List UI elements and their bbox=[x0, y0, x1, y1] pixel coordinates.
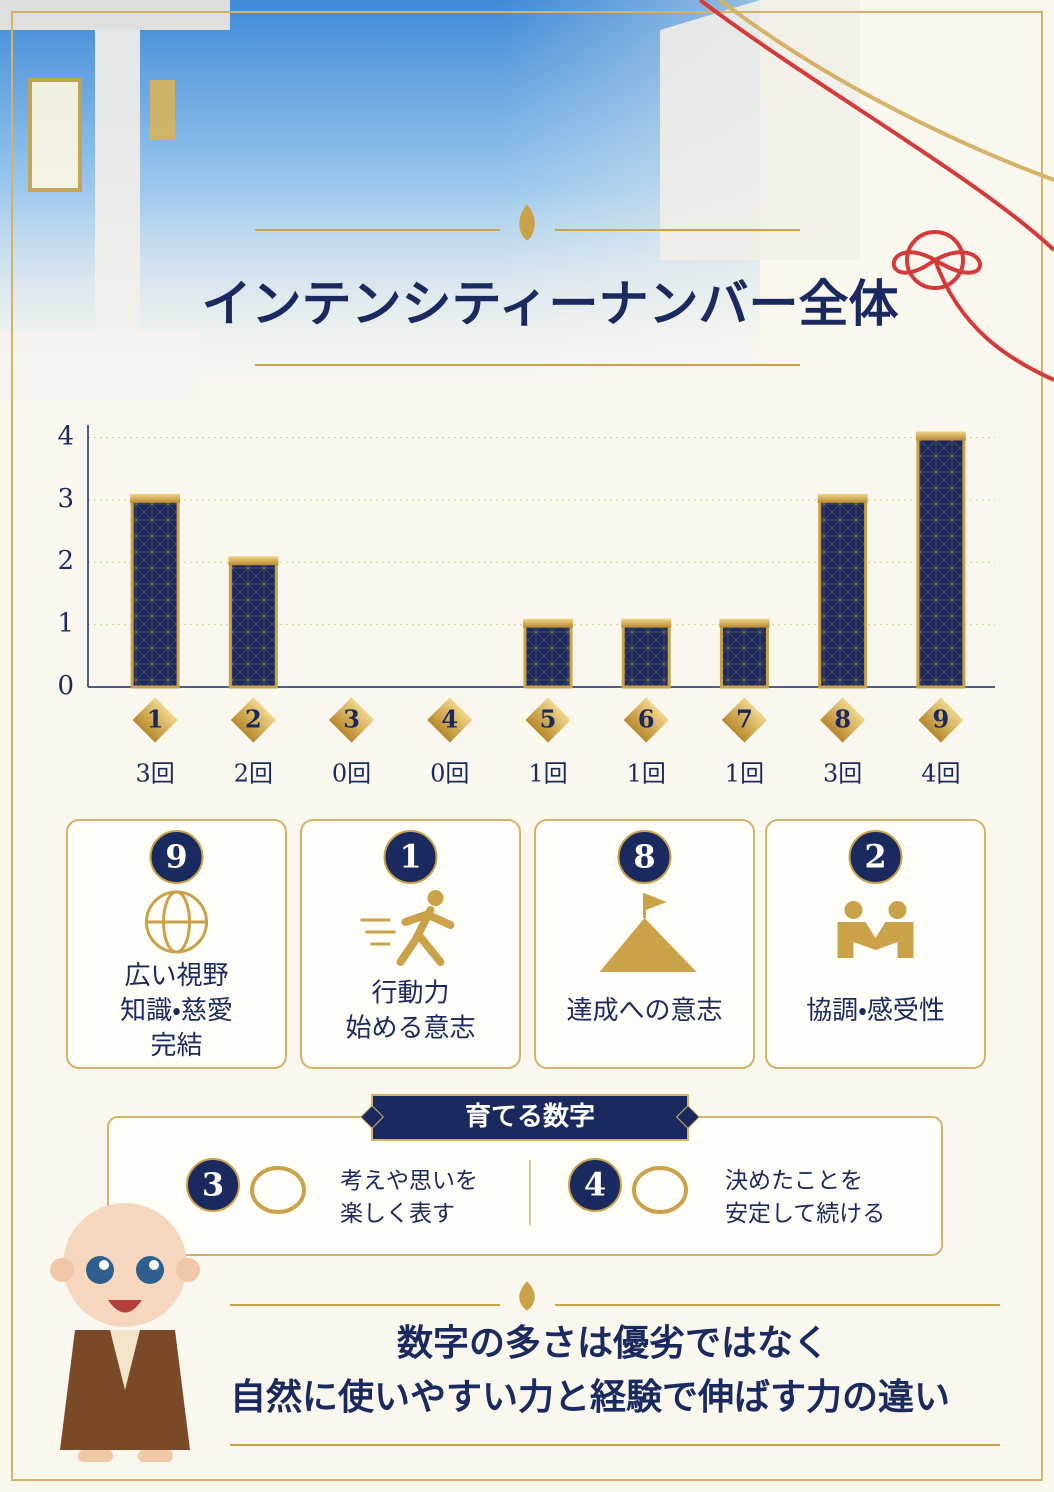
card-number: 2 bbox=[864, 838, 886, 876]
icon bbox=[643, 892, 667, 918]
grow-number-badge bbox=[186, 1158, 240, 1212]
bar-cap bbox=[817, 493, 868, 503]
category-badge bbox=[132, 697, 178, 743]
bar bbox=[523, 623, 573, 689]
icon bbox=[427, 890, 444, 906]
card-number-badge bbox=[149, 830, 204, 884]
card-number-badge bbox=[617, 830, 672, 884]
knot bbox=[698, 0, 1054, 382]
category-badge bbox=[623, 697, 669, 743]
category-badge bbox=[820, 697, 866, 743]
grow-number: 3 bbox=[202, 1166, 224, 1204]
card bbox=[66, 819, 287, 1069]
icon bbox=[888, 901, 907, 919]
grow-text: 決めたことを bbox=[725, 1168, 863, 1194]
x-tick-label: 6 bbox=[638, 705, 655, 734]
value-label: 2回 bbox=[234, 760, 273, 788]
card-number: 8 bbox=[633, 838, 655, 876]
card-number-badge bbox=[383, 830, 438, 884]
frame bbox=[11, 11, 1043, 1481]
x-tick-label: 8 bbox=[834, 705, 851, 734]
bar-cap bbox=[621, 618, 672, 628]
card-text: 広い視野 bbox=[124, 961, 228, 991]
card-number: 1 bbox=[399, 838, 421, 876]
bar-cap bbox=[130, 493, 181, 503]
temple bbox=[0, 0, 860, 400]
value-label: 1回 bbox=[725, 760, 764, 788]
bar-cap bbox=[915, 431, 966, 441]
category-badge bbox=[721, 697, 768, 743]
bar bbox=[719, 623, 769, 689]
ornament bbox=[230, 204, 1000, 1446]
value-label: 0回 bbox=[430, 760, 469, 788]
value-label: 1回 bbox=[528, 760, 567, 788]
y-tick-label: 3 bbox=[57, 484, 74, 514]
bar bbox=[621, 623, 671, 689]
value-label: 1回 bbox=[627, 760, 666, 788]
y-tick-label: 2 bbox=[57, 546, 74, 576]
x-tick-label: 4 bbox=[441, 705, 458, 734]
icon bbox=[837, 922, 914, 958]
x-tick-label: 3 bbox=[343, 705, 360, 734]
icon bbox=[844, 901, 863, 919]
grow-section: 育てる数字 bbox=[107, 1094, 943, 1256]
monk-character bbox=[50, 1203, 200, 1462]
card-text: 達成への意志 bbox=[566, 996, 722, 1026]
card-text: 始める意志 bbox=[345, 1014, 475, 1044]
chart-title: インテンシティーナンバー全体 bbox=[202, 274, 899, 333]
x-tick-label: 1 bbox=[147, 705, 164, 734]
card-text: 完結 bbox=[150, 1031, 202, 1061]
x-tick-label: 7 bbox=[736, 705, 753, 734]
category-badge bbox=[918, 697, 964, 743]
bar bbox=[818, 498, 868, 689]
grow-icon bbox=[632, 1166, 688, 1214]
bar bbox=[228, 560, 278, 689]
chart: 0 1 2 3 4 1 3回 2 2回 3 0回 4 0回 5 1回 6 1回 7 1回 8 3回 9 4回 bbox=[57, 421, 995, 788]
icon bbox=[599, 918, 697, 972]
y-tick-label: 1 bbox=[57, 609, 74, 639]
grow-text: 考えや思いを bbox=[340, 1168, 478, 1194]
x-tick-label: 2 bbox=[245, 705, 262, 734]
grow-number: 4 bbox=[584, 1166, 606, 1204]
bar-cap bbox=[719, 618, 770, 628]
y-tick-label: 0 bbox=[57, 671, 74, 701]
bar-cap bbox=[523, 618, 573, 628]
grow-number-badge bbox=[568, 1158, 622, 1212]
footer-line: 自然に使いやすい力と経験で伸ばす力の違い bbox=[230, 1376, 950, 1418]
grow-icon bbox=[250, 1166, 306, 1214]
icon bbox=[396, 906, 455, 966]
grow-title: 育てる数字 bbox=[465, 1101, 595, 1132]
grow-text: 安定して続ける bbox=[725, 1201, 885, 1227]
card-number: 9 bbox=[165, 838, 187, 876]
bar-cap bbox=[228, 556, 279, 566]
category-badge bbox=[525, 697, 571, 743]
card-text: 行動力 bbox=[371, 979, 449, 1009]
card-number-badge bbox=[848, 830, 903, 884]
grow-text: 楽しく表す bbox=[340, 1201, 455, 1227]
card-text: 知識・慈愛 bbox=[120, 996, 233, 1026]
value-label: 3回 bbox=[823, 760, 862, 788]
value-label: 3回 bbox=[135, 760, 174, 788]
bar bbox=[130, 498, 180, 689]
footer-line: 数字の多さは優劣ではなく bbox=[397, 1322, 829, 1364]
x-tick-label: 5 bbox=[540, 705, 557, 734]
card-text: 協調・感受性 bbox=[806, 996, 945, 1026]
x-tick-label: 9 bbox=[933, 705, 950, 734]
bar bbox=[916, 435, 966, 689]
icon bbox=[360, 918, 396, 946]
value-label: 4回 bbox=[921, 760, 960, 788]
y-tick-label: 4 bbox=[57, 421, 74, 451]
value-label: 0回 bbox=[332, 760, 371, 788]
